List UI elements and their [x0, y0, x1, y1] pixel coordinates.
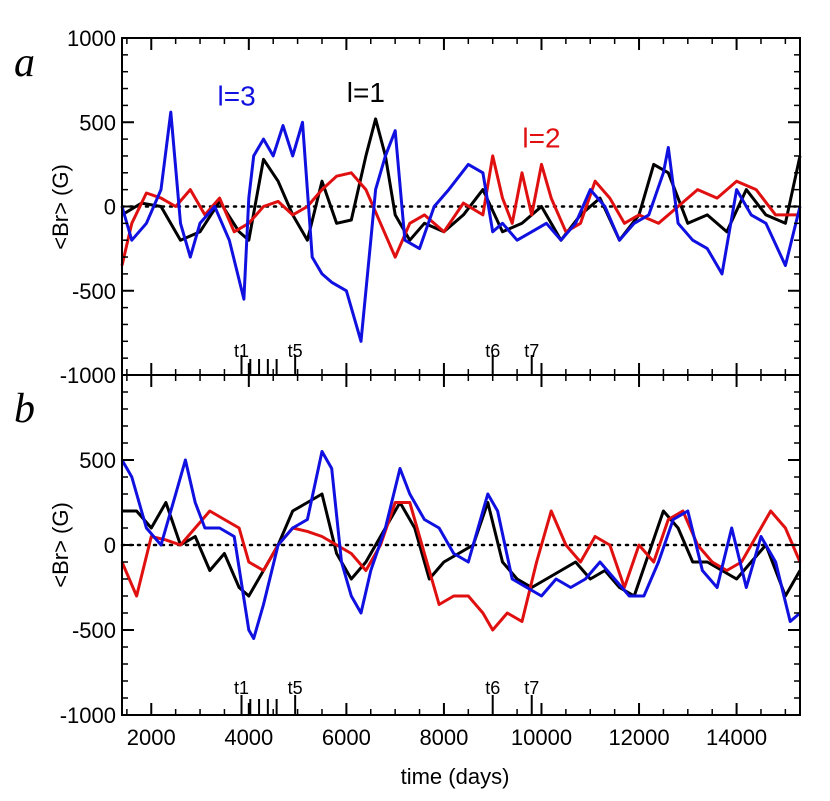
panel-b-xtick-label: 10000 — [511, 725, 572, 750]
panel-b-xtick-label: 4000 — [224, 725, 273, 750]
panel-b-marker-t1: t1 — [234, 678, 249, 698]
series-line-l2 — [120, 154, 800, 266]
panel-a-marker-t7: t7 — [524, 341, 539, 361]
panel-b-ytick-label: 500 — [79, 448, 116, 473]
panel-b-ylabel: <Br> (G) — [48, 502, 73, 588]
panel-a-ytick-label: 500 — [79, 110, 116, 135]
panel-a-ytick-label: -1000 — [60, 363, 116, 388]
panel-b: b <Br> (G) t1 t5 t6 t7 -1000 -500 0 500 … — [14, 374, 802, 789]
panel-a-marker-t1: t1 — [234, 341, 249, 361]
panel-b-marker-t5: t5 — [288, 678, 303, 698]
panel-b-marker-t6: t6 — [485, 678, 500, 698]
panel-a-marker-t6: t6 — [485, 341, 500, 361]
panel-b-xtick-label: 2000 — [127, 725, 176, 750]
series-line-l2 — [120, 501, 802, 632]
annotation-l2: l=2 — [522, 123, 560, 154]
panel-a-marker-t5: t5 — [288, 341, 303, 361]
panel-b-marker-t7: t7 — [524, 678, 539, 698]
annotation-l1: l=1 — [347, 77, 385, 108]
panel-b-xtick-label: 6000 — [322, 725, 371, 750]
panel-a-ytick-label: 0 — [104, 195, 116, 220]
series-line-l1 — [121, 117, 802, 242]
series-line-l3 — [120, 110, 802, 343]
panel-b-label: b — [14, 386, 35, 432]
series-line-l1 — [122, 492, 802, 598]
annotation-l3: l=3 — [218, 80, 256, 111]
series-line-l3 — [120, 450, 801, 640]
panel-b-ytick-label: 0 — [104, 533, 116, 558]
panel-b-ytick-label: -1000 — [60, 703, 116, 728]
panel-b-xtick-label: 12000 — [608, 725, 669, 750]
panel-b-ytick-label: -500 — [72, 618, 116, 643]
x-axis-title: time (days) — [401, 764, 510, 789]
panel-a-ytick-label: 1000 — [67, 26, 116, 51]
panel-a-label: a — [14, 40, 35, 86]
panel-a-ytick-label: -500 — [72, 279, 116, 304]
panel-a-ylabel: <Br> (G) — [48, 164, 73, 250]
panel-b-xtick-label: 14000 — [706, 725, 767, 750]
panel-b-xtick-label: 8000 — [419, 725, 468, 750]
panel-b-plot-area — [120, 374, 802, 716]
panel-a: a <Br> (G) l=3 l=1 l=2 t1 t5 t6 t7 -1000… — [14, 26, 802, 388]
